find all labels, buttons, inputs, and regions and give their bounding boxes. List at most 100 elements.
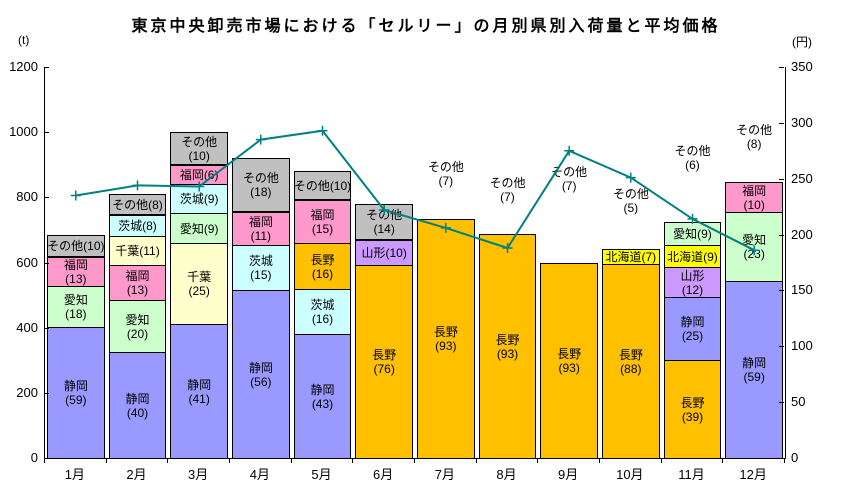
stacked-bar-5: 静岡 (43) 茨城 (16) 長野 (16) 福岡 (15) その他(10) [293, 171, 352, 459]
x-axis-tick [44, 459, 45, 463]
segment-label: 愛知(9) [179, 221, 219, 236]
segment-label-name: 静岡 [125, 391, 150, 406]
right-axis-tick [779, 290, 784, 292]
bar-segment-yamagata: 山形 (12) [663, 267, 722, 298]
bar-segment-fukuoka: 福岡(6) [170, 165, 228, 185]
segment-label-name: 福岡 [742, 183, 767, 198]
segment-label-value: (13) [65, 272, 87, 286]
segment-label-name: 長野 [495, 332, 520, 347]
segment-label: その他(10) [47, 239, 105, 253]
right-axis-tick-label: 350 [791, 59, 813, 74]
right-axis-tick [779, 458, 784, 459]
x-axis-tick [784, 459, 785, 463]
segment-label-name: 千葉 [187, 270, 212, 284]
bar-segment-aichi: 愛知 (20) [108, 300, 167, 353]
bar-segment-nagano: 長野 (93) [478, 234, 537, 459]
bar-segment-other: その他(8) [108, 194, 167, 215]
right-axis-unit-label: (円) [792, 35, 812, 49]
segment-label: 北海道(7) [605, 250, 657, 264]
segment-label-value: (16) [311, 312, 334, 326]
left-axis-tick-label: 200 [16, 384, 38, 400]
segment-label-value: (25) [681, 329, 704, 343]
bar-segment-aichi: 愛知(9) [170, 213, 228, 244]
stacked-bar-7: 長野 (93) [417, 201, 475, 459]
segment-label-name: 静岡 [248, 360, 273, 375]
left-axis-tick-label: 400 [16, 319, 38, 335]
left-axis-tick-label: 1000 [9, 124, 38, 140]
bar-segment-shizuoka: 静岡 (40) [108, 352, 167, 459]
segment-label-name: その他 [181, 134, 218, 149]
x-axis-tick [414, 459, 415, 463]
segment-label-value: (10) [743, 197, 765, 212]
right-axis-tick-label: 100 [791, 338, 813, 354]
x-axis-tick [352, 459, 353, 463]
segment-label: 愛知(9) [673, 227, 712, 241]
right-axis-tick [779, 122, 784, 124]
right-axis-tick-label: 150 [791, 282, 813, 298]
segment-label: 茨城(8) [118, 219, 157, 233]
segment-label-name: 福岡 [63, 258, 88, 272]
segment-label-name: 長野 [310, 252, 335, 267]
x-axis-month-label: 12月 [739, 467, 767, 482]
segment-label-value: (16) [311, 266, 334, 281]
bar-segment-aichi: 愛知 (18) [47, 286, 105, 328]
x-axis-tick [722, 459, 723, 463]
bar-segment-ibaraki: 茨城 (16) [293, 289, 352, 335]
segment-label-value: (93) [496, 346, 519, 361]
bar-segment-nagano: 長野 (39) [663, 360, 722, 459]
segment-label-value: (18) [250, 185, 272, 199]
x-axis-tick [106, 459, 107, 463]
above-label-name: その他 [427, 159, 464, 174]
segment-label-name: 長野 [557, 347, 582, 361]
x-axis-tick [291, 459, 292, 463]
right-axis-tick-label: 0 [791, 450, 799, 465]
segment-label-name: 静岡 [742, 356, 767, 370]
segment-label-value: (41) [188, 391, 210, 406]
bar-segment-other: その他 (18) [232, 158, 290, 212]
segment-label-name: 愛知 [63, 293, 88, 307]
segment-label-name: 長野 [372, 348, 397, 362]
segment-label-name: 福岡 [248, 215, 273, 229]
bar-segment-fukuoka: 福岡 (15) [293, 200, 352, 244]
segment-label-value: (88) [620, 361, 642, 376]
right-axis-tick-label: 50 [791, 394, 806, 410]
x-axis-tick [599, 459, 600, 463]
segment-label-name: 静岡 [63, 379, 88, 393]
segment-label-name: 茨城 [310, 298, 335, 312]
bar-segment-shizuoka: 静岡 (43) [293, 334, 352, 459]
bar-segment-yamagata: 山形(10) [355, 240, 413, 266]
segment-label-name: 静岡 [680, 315, 705, 329]
segment-label-value: (11) [250, 229, 272, 243]
bar-segment-shizuoka: 静岡 (41) [170, 324, 228, 459]
bar-segment-ibaraki: 茨城(8) [108, 215, 167, 237]
stacked-bar-12: 静岡 (59) 愛知 (23) 福岡 (10) [725, 158, 783, 459]
segment-label-name: 長野 [680, 395, 705, 410]
segment-label: 茨城(9) [179, 192, 219, 206]
segment-label: その他(10) [293, 178, 352, 193]
x-axis-tick [476, 459, 477, 463]
bar-segment-shizuoka: 静岡 (56) [232, 290, 290, 459]
segment-label-value: (12) [681, 282, 704, 297]
x-axis-month-label: 11月 [678, 467, 705, 482]
bar-segment-shizuoka: 静岡 (59) [47, 327, 105, 459]
x-axis-month-label: 4月 [249, 467, 270, 482]
left-axis-tick [44, 392, 49, 394]
bar-segment-fukuoka: 福岡 (11) [232, 212, 290, 246]
bar-segment-chiba: 千葉 (25) [170, 243, 228, 325]
bar-segment-shizuoka: 静岡 (25) [663, 297, 722, 361]
stacked-bar-8: 長野 (93) [478, 217, 537, 459]
segment-label-value: (76) [373, 362, 395, 376]
stacked-bar-6: 長野 (76) 山形(10) その他 (14) [355, 204, 413, 459]
bar-segment-ibaraki: 茨城(9) [170, 184, 228, 214]
segment-label-value: (40) [126, 405, 149, 420]
segment-label-name: 福岡 [310, 208, 335, 222]
bar-segment-other: その他(10) [170, 132, 228, 165]
bar-segment-fukuoka: 福岡 (10) [725, 182, 783, 213]
segment-label-value: (25) [188, 284, 210, 298]
bar-segment-ibaraki: 茨城 (15) [232, 245, 290, 291]
segment-label-name: 静岡 [187, 377, 212, 392]
bar-segment-nagano: 長野 (16) [293, 243, 352, 290]
bar-segment-other: その他(10) [47, 235, 105, 257]
right-axis-tick-label: 300 [791, 114, 813, 130]
